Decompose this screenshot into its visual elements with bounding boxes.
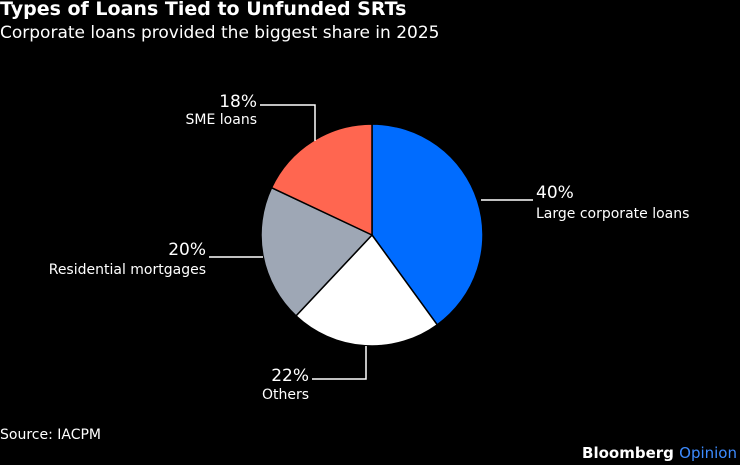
leader-line [312, 346, 367, 380]
chart-title: Types of Loans Tied to Unfunded SRTs [0, 0, 407, 20]
pie-slice-others [295, 234, 438, 347]
slice-value-label: 40% [536, 183, 574, 203]
pie-slices [260, 123, 484, 347]
chart-subtitle: Corporate loans provided the biggest sha… [0, 23, 440, 43]
pie-slice-large-corporate-loans [371, 123, 484, 326]
slice-value-label: 20% [168, 240, 206, 260]
slice-category-label: Others [262, 387, 309, 403]
slice-category-label: Large corporate loans [536, 206, 689, 222]
brand-logo: Bloomberg Opinion [582, 444, 737, 462]
pie-slice-sme-loans [270, 123, 373, 236]
pie-labels: 40% Large corporate loans 22%Others 20% Resi… [49, 92, 690, 403]
pie-slice-residential-mortgages [260, 186, 373, 317]
brand-name: Bloomberg [582, 444, 674, 462]
slice-value-label: 22% [271, 366, 309, 386]
slice-category-label: SME loans [186, 112, 257, 128]
leader-line [260, 104, 316, 141]
slice-value-label: 18% [219, 92, 257, 112]
source-note: Source: IACPM [0, 427, 102, 443]
slice-category-label: Residential mortgages [49, 262, 206, 278]
brand-suffix: Opinion [679, 444, 737, 462]
